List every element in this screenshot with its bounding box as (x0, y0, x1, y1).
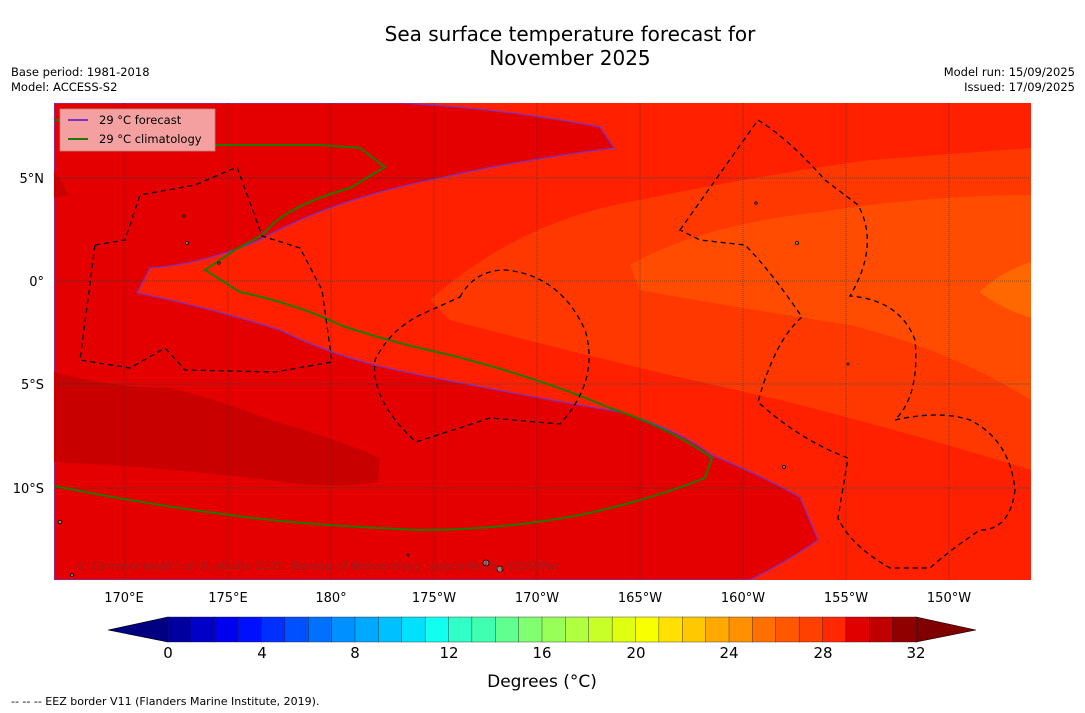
lat-label: 10°S (13, 482, 44, 497)
lon-label: 180° (315, 591, 346, 606)
lat-label: 5°S (21, 378, 44, 393)
colorbar-cell (448, 616, 473, 643)
colorbar-cell (471, 616, 496, 643)
colorbar-cell (167, 616, 192, 643)
colorbar-cell (775, 616, 800, 643)
legend-climatology-label: 29 °C climatology (99, 132, 202, 146)
colorbar-cell (378, 616, 403, 643)
colorbar-low-extension (107, 616, 169, 643)
colorbar-cell (541, 616, 566, 643)
base-period: Base period: 1981-2018 (11, 65, 150, 79)
sst-26c-region (980, 262, 1031, 318)
colorbar-cell (892, 616, 917, 643)
sst-30c-band (54, 372, 380, 486)
colorbar-cell (658, 616, 683, 643)
colorbar-cell (798, 616, 824, 643)
colorbar-cell (728, 616, 753, 643)
colorbar-label: Degrees (°C) (487, 672, 597, 692)
island-markers (57, 201, 850, 577)
meta-left: Base period: 1981-2018 Model: ACCESS-S2 (11, 65, 150, 95)
colorbar-cell (611, 616, 637, 643)
title-line-2: November 2025 (489, 46, 651, 70)
lon-label: 155°W (824, 591, 868, 606)
colorbar-cell (588, 616, 613, 643)
colorbar-cell (495, 616, 520, 643)
colorbar-cell (401, 616, 426, 643)
colorbar-cell (565, 616, 590, 643)
map-title: Sea surface temperature forecast for Nov… (0, 22, 1085, 70)
colorbar-cell (308, 616, 333, 643)
colorbar-cell (845, 616, 870, 643)
climatology-contour (54, 119, 714, 532)
colorbar-cell (518, 616, 543, 643)
colorbar-tick: 24 (719, 644, 738, 662)
footer-note: -- -- -- EEZ border V11 (Flanders Marine… (11, 695, 320, 708)
longitude-labels: 170°E 175°E 180° 175°W 170°W 165°W 160°W… (104, 591, 971, 606)
colorbar-cell (705, 616, 730, 643)
colorbar-tick: 28 (813, 644, 832, 662)
colorbar-cell (869, 616, 894, 643)
colorbar-tick: 12 (439, 644, 458, 662)
map-legend: 29 °C forecast 29 °C climatology (59, 108, 216, 152)
lon-label: 160°W (721, 591, 765, 606)
colorbar-cell (284, 616, 309, 643)
colorbar-cells (167, 616, 917, 643)
lon-label: 175°W (412, 591, 456, 606)
colorbar-cell (354, 616, 379, 643)
lon-label: 175°E (208, 591, 248, 606)
colorbar-cell (191, 616, 216, 643)
colorbar-tick: 8 (350, 644, 360, 662)
lon-label: 150°W (927, 591, 971, 606)
colorbar-ticks: 0 4 8 12 16 20 24 28 32 (163, 644, 925, 662)
lon-label: 170°W (515, 591, 559, 606)
sst-27c-region (630, 195, 1031, 400)
colorbar-cell (635, 616, 660, 643)
colorbar-tick: 20 (626, 644, 645, 662)
colorbar-cell (424, 616, 450, 643)
model-run: Model run: 15/09/2025 (943, 65, 1075, 79)
lat-label: 0° (29, 275, 44, 290)
lon-label: 165°W (618, 591, 662, 606)
sst-map (54, 103, 1031, 580)
legend-forecast-label: 29 °C forecast (99, 113, 182, 127)
meta-right: Model run: 15/09/2025 Issued: 17/09/2025 (944, 65, 1075, 95)
title-line-1: Sea surface temperature forecast for (384, 22, 756, 46)
colorbar-tick: 4 (257, 644, 267, 662)
colorbar-tick: 16 (532, 644, 551, 662)
colorbar-cell (261, 616, 286, 643)
colorbar-tick: 32 (906, 644, 925, 662)
colorbar-cell (214, 616, 239, 643)
colorbar-cell (237, 616, 263, 643)
colorbar-high-extension (915, 616, 977, 643)
eez-borders (79, 119, 1016, 569)
colorbar-cell (331, 616, 356, 643)
lon-label: 170°E (104, 591, 144, 606)
lat-label: 5°N (20, 172, 45, 187)
model-name: Model: ACCESS-S2 (11, 80, 118, 94)
colorbar-cell (682, 616, 707, 643)
latitude-labels: 5°N 0° 5°S 10°S (13, 172, 44, 497)
issued-date: Issued: 17/09/2025 (964, 80, 1075, 94)
colorbar-tick: 0 (163, 644, 173, 662)
sst-30c-patch (54, 172, 68, 198)
copyright-notice: © Commonwealth of Australia 2025, Bureau… (76, 559, 560, 573)
colorbar (107, 616, 977, 643)
colorbar-cell (752, 616, 777, 643)
colorbar-cell (822, 616, 847, 643)
graticule (54, 103, 1031, 580)
